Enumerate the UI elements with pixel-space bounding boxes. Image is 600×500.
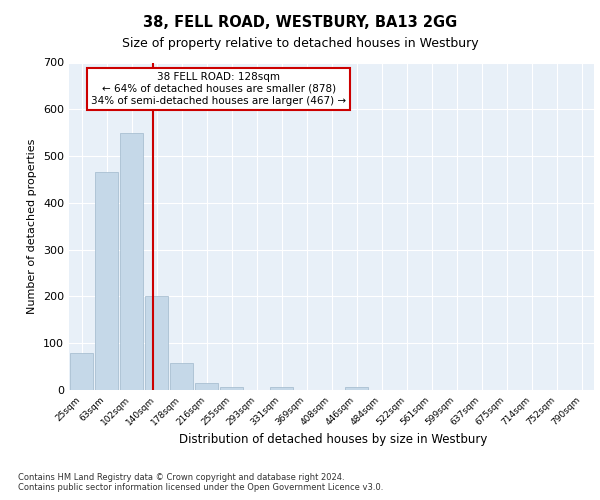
Bar — [345, 386, 368, 390]
Text: Distribution of detached houses by size in Westbury: Distribution of detached houses by size … — [179, 432, 487, 446]
Bar — [95, 172, 118, 390]
Text: Size of property relative to detached houses in Westbury: Size of property relative to detached ho… — [122, 38, 478, 51]
Bar — [170, 364, 193, 390]
Text: Contains public sector information licensed under the Open Government Licence v3: Contains public sector information licen… — [18, 484, 383, 492]
Y-axis label: Number of detached properties: Number of detached properties — [28, 138, 37, 314]
Text: Contains HM Land Registry data © Crown copyright and database right 2024.: Contains HM Land Registry data © Crown c… — [18, 472, 344, 482]
Bar — [270, 386, 293, 390]
Bar — [120, 132, 143, 390]
Bar — [145, 296, 168, 390]
Bar — [220, 386, 243, 390]
Text: 38, FELL ROAD, WESTBURY, BA13 2GG: 38, FELL ROAD, WESTBURY, BA13 2GG — [143, 15, 457, 30]
Bar — [70, 352, 93, 390]
Bar — [195, 383, 218, 390]
Text: 38 FELL ROAD: 128sqm
← 64% of detached houses are smaller (878)
34% of semi-deta: 38 FELL ROAD: 128sqm ← 64% of detached h… — [91, 72, 346, 106]
